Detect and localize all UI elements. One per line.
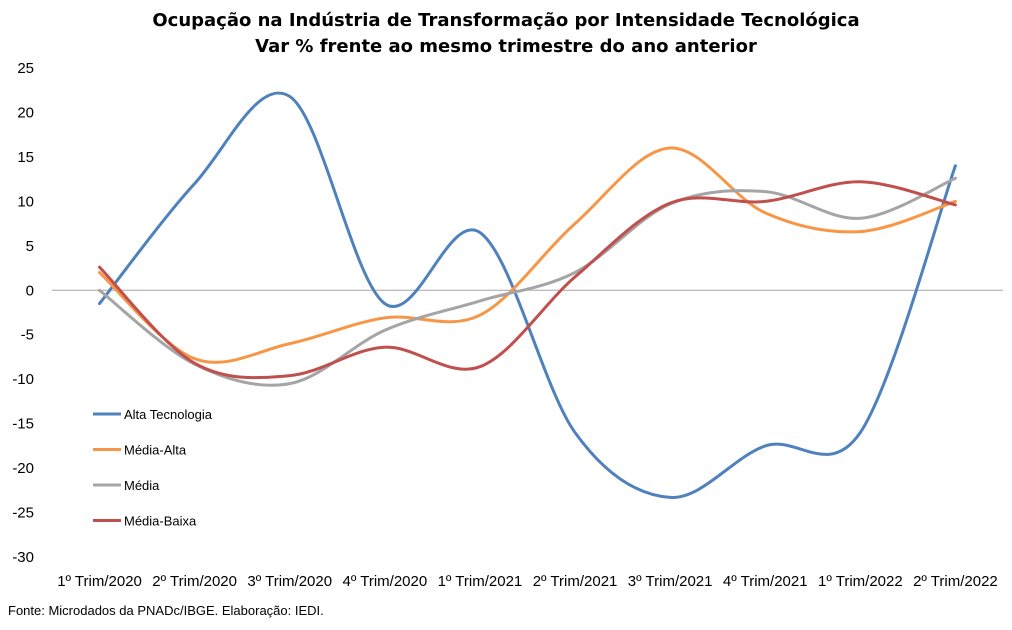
y-tick-label: 25 — [17, 60, 34, 77]
x-tick-label: 4º Trim/2020 — [343, 573, 428, 590]
x-tick-label: 3º Trim/2021 — [628, 573, 713, 590]
y-tick-label: -30 — [12, 549, 34, 566]
legend-label-alta-tecnologia: Alta Tecnologia — [124, 407, 213, 422]
y-tick-label: -10 — [12, 371, 34, 388]
x-axis: 1º Trim/2020 2º Trim/2020 3º Trim/2020 4º T… — [57, 573, 998, 590]
x-tick-label: 1º Trim/2021 — [438, 573, 523, 590]
chart-title-block: Ocupação na Indústria de Transformação p… — [0, 8, 1012, 60]
chart-title: Ocupação na Indústria de Transformação p… — [152, 10, 860, 31]
line-chart: 25 20 15 10 5 0 -5 -10 -15 -20 -25 -30 1º Trim/2020… — [12, 60, 1003, 590]
source-note: Fonte: Microdados da PNADc/IBGE. Elabora… — [8, 603, 324, 618]
x-tick-label: 3º Trim/2020 — [247, 573, 332, 590]
x-tick-label: 2º Trim/2020 — [152, 573, 237, 590]
series-line-media-baixa — [98, 180, 957, 380]
series-line-media — [98, 176, 957, 387]
series-lines — [98, 91, 957, 499]
y-tick-label: 20 — [17, 104, 34, 121]
x-tick-label: 2º Trim/2021 — [533, 573, 618, 590]
series-line-alta-tecnologia — [98, 91, 957, 499]
y-tick-label: -5 — [21, 327, 34, 344]
x-tick-label: 2º Trim/2022 — [913, 573, 998, 590]
y-tick-label: -25 — [12, 505, 34, 522]
x-tick-label: 1º Trim/2020 — [57, 573, 142, 590]
y-axis: 25 20 15 10 5 0 -5 -10 -15 -20 -25 -30 — [12, 60, 34, 566]
legend: Alta Tecnologia Média-Alta Média Média-Baix… — [93, 407, 213, 529]
y-tick-label: -15 — [12, 416, 34, 433]
legend-label-media: Média — [124, 478, 160, 493]
x-tick-label: 4º Trim/2021 — [723, 573, 808, 590]
y-tick-label: 15 — [17, 149, 34, 166]
legend-label-media-baixa: Média-Baixa — [124, 514, 197, 529]
series-line-media-alta — [98, 146, 957, 364]
y-tick-label: 5 — [26, 238, 34, 255]
y-tick-label: 0 — [26, 282, 34, 299]
chart-subtitle: Var % frente ao mesmo trimestre do ano a… — [255, 36, 757, 57]
y-tick-label: -20 — [12, 460, 34, 477]
x-tick-label: 1º Trim/2022 — [818, 573, 903, 590]
y-tick-label: 10 — [17, 193, 34, 210]
legend-label-media-alta: Média-Alta — [124, 443, 187, 458]
